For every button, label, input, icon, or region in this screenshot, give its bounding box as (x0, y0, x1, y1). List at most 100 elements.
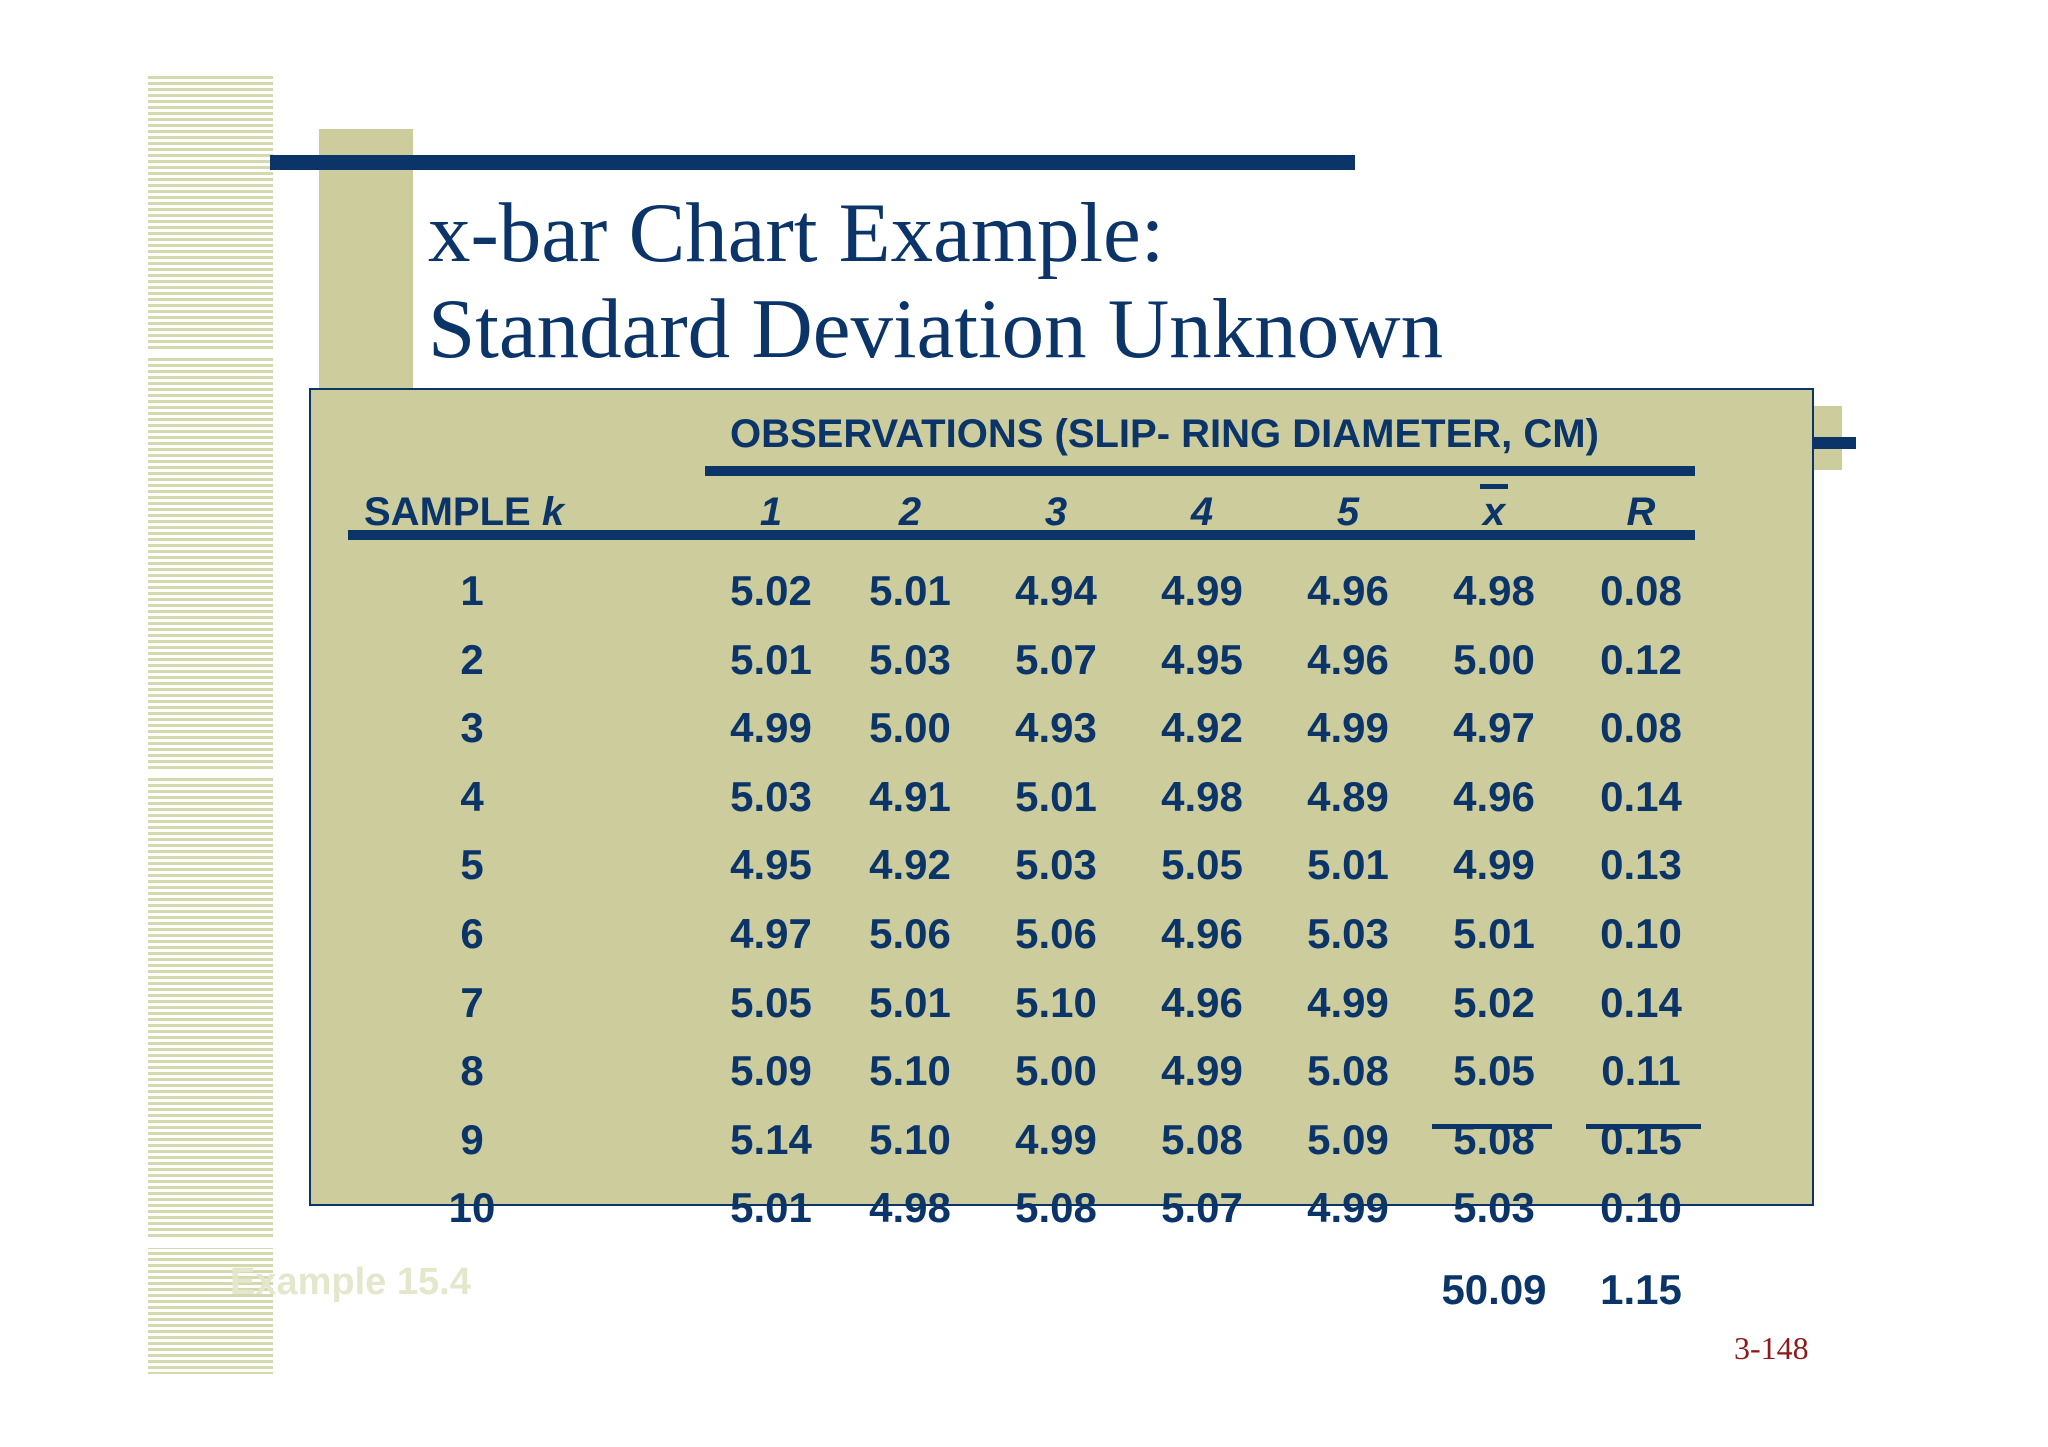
table-cell: 5.08 (1161, 1115, 1243, 1163)
table-cell: 4.99 (1015, 1115, 1097, 1163)
sample-header: SAMPLE k (364, 488, 564, 536)
table-cell: 5.03 (1307, 910, 1389, 957)
table-cell: 5.08 (1307, 1047, 1389, 1095)
table-cell: 5.06 (869, 910, 951, 957)
table-cell: 5.00 (1453, 635, 1535, 683)
title-top-rule (270, 155, 1355, 170)
table-cell: 5.02 (730, 567, 812, 614)
table-cell: 4.92 (869, 841, 951, 889)
table-cell: 5.00 (1015, 1047, 1097, 1095)
table-cell: 5.08 (1453, 1115, 1535, 1163)
sample-header-label: SAMPLE (364, 490, 531, 534)
side-accent-rule (1814, 437, 1856, 449)
table-cell: 5.10 (869, 1115, 951, 1163)
column-header-2: 2 (898, 490, 922, 534)
slide-title: x-bar Chart Example: Standard Deviation … (428, 185, 1728, 377)
stripe-gap (148, 770, 273, 778)
table-cell: 4.98 (869, 1184, 951, 1232)
table-cell: 0.11 (1601, 1047, 1681, 1095)
title-accent-block (319, 129, 413, 389)
table-cell: 0.08 (1600, 704, 1682, 752)
table-cell: 4.99 (730, 704, 812, 752)
table-cell: 4.99 (1307, 704, 1389, 752)
sample-number: 6 (460, 910, 484, 957)
table-cell: 4.99 (1161, 567, 1243, 614)
table-cell: 5.07 (1161, 1184, 1243, 1232)
table-cell: 4.94 (1015, 567, 1097, 614)
column-header-7: R (1626, 490, 1656, 534)
table-cell: 4.89 (1307, 772, 1389, 820)
xbar-overline (1480, 484, 1508, 489)
table-cell: 4.93 (1015, 704, 1097, 752)
title-line-1: x-bar Chart Example: (428, 186, 1165, 280)
sample-number: 5 (460, 841, 484, 889)
example-label: Example 15.4 (230, 1261, 471, 1303)
table-cell: 0.15 (1600, 1115, 1682, 1163)
table-cell: 0.14 (1600, 978, 1682, 1026)
table-cell: 4.96 (1307, 567, 1389, 614)
table-cell: 5.02 (1453, 978, 1535, 1026)
column-header-5: 5 (1336, 490, 1360, 534)
decorative-stripes (148, 76, 273, 1374)
xbar-sum: 50.09 (1441, 1266, 1547, 1313)
table-cell: 4.97 (730, 910, 812, 957)
table-cell: 5.09 (1307, 1115, 1389, 1163)
table-cell: 5.03 (730, 772, 812, 820)
table-cell: 4.97 (1453, 704, 1535, 752)
sample-number: 10 (448, 1184, 496, 1232)
sample-header-var: k (541, 490, 565, 534)
stripe-gap (148, 350, 273, 358)
xbar-sum-rule (1432, 1124, 1552, 1129)
column-header-4: 4 (1190, 490, 1214, 534)
table-cell: 5.01 (1453, 910, 1535, 957)
table-cell: 5.00 (869, 704, 951, 752)
table-cell: 0.10 (1600, 910, 1682, 957)
observations-header: OBSERVATIONS (SLIP- RING DIAMETER, CM) (730, 412, 1599, 456)
title-line-2: Standard Deviation Unknown (428, 282, 1444, 376)
table-cell: 4.98 (1453, 567, 1535, 614)
table-cell: 5.10 (869, 1047, 951, 1095)
table-cell: 4.96 (1161, 978, 1243, 1026)
table-cell: 5.01 (869, 567, 951, 614)
table-cell: 5.01 (1015, 772, 1097, 820)
column-header-6: x (1482, 490, 1506, 534)
sample-number: 3 (460, 704, 484, 752)
table-cell: 0.10 (1600, 1184, 1682, 1232)
table-cell: 5.01 (730, 1184, 812, 1232)
table-cell: 4.95 (730, 841, 812, 889)
sample-number: 1 (460, 567, 484, 614)
data-table-panel (309, 388, 1814, 1206)
table-cell: 5.05 (1161, 841, 1243, 889)
table-cell: 5.09 (730, 1047, 812, 1095)
table-cell: 4.92 (1161, 704, 1243, 752)
table-cell: 4.96 (1307, 635, 1389, 683)
table-cell: 4.96 (1161, 910, 1243, 957)
table-cell: 4.99 (1453, 841, 1535, 889)
table-cell: 0.13 (1600, 841, 1682, 889)
table-cell: 5.01 (1307, 841, 1389, 889)
column-header-1: 1 (759, 490, 783, 534)
table-cell: 5.14 (730, 1115, 812, 1163)
table-cell: 0.14 (1600, 772, 1682, 820)
observations-rule (705, 466, 1695, 476)
stripe-gap (148, 1240, 273, 1248)
sample-number: 9 (460, 1115, 484, 1163)
table-cell: 4.99 (1307, 1184, 1389, 1232)
r-sum: 1.15 (1600, 1266, 1682, 1313)
table-cell: 5.03 (869, 635, 951, 683)
table-cell: 5.06 (1015, 910, 1097, 957)
table-cell: 0.12 (1600, 635, 1682, 683)
table-cell: 5.05 (1453, 1047, 1535, 1095)
table-cell: 4.98 (1161, 772, 1243, 820)
page-number: 3-148 (1734, 1330, 1809, 1366)
table-cell: 0.08 (1600, 567, 1682, 614)
table-cell: 5.08 (1015, 1184, 1097, 1232)
sample-number: 7 (460, 978, 484, 1026)
table-cell: 4.99 (1161, 1047, 1243, 1095)
table-cell: 5.03 (1015, 841, 1097, 889)
sample-number: 8 (460, 1047, 484, 1095)
table-cell: 5.05 (730, 978, 812, 1026)
column-header-3: 3 (1044, 490, 1068, 534)
r-sum-rule (1586, 1124, 1701, 1129)
table-cell: 5.10 (1015, 978, 1097, 1026)
